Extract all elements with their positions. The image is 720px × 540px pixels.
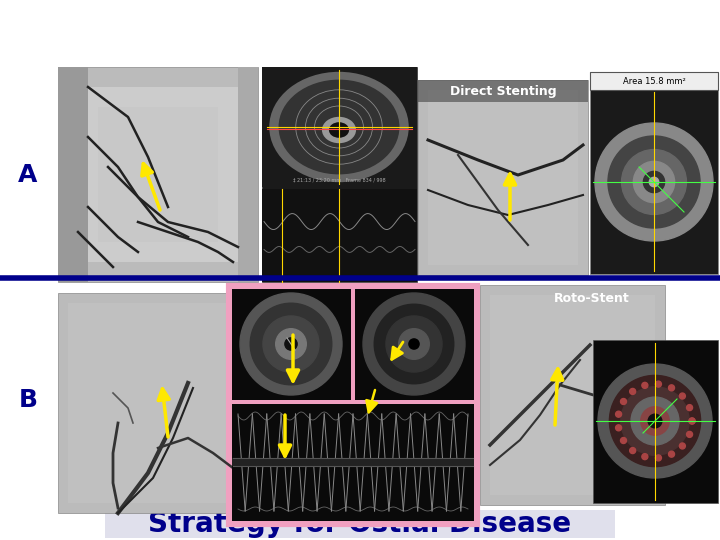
Circle shape — [263, 316, 319, 372]
Circle shape — [616, 425, 621, 431]
Bar — [238, 67, 258, 282]
Text: A: A — [18, 163, 37, 187]
Bar — [58, 293, 258, 513]
Bar — [262, 67, 417, 187]
Circle shape — [689, 418, 695, 424]
Circle shape — [598, 364, 712, 478]
Circle shape — [668, 385, 675, 391]
Circle shape — [409, 339, 419, 349]
Circle shape — [621, 399, 626, 404]
Circle shape — [616, 411, 621, 417]
Bar — [480, 285, 665, 505]
Circle shape — [285, 338, 297, 350]
Text: Area 15.8 mm²: Area 15.8 mm² — [623, 77, 685, 85]
Circle shape — [621, 437, 626, 443]
Bar — [58, 67, 88, 282]
Circle shape — [644, 171, 665, 193]
Ellipse shape — [279, 79, 400, 174]
Bar — [428, 90, 578, 265]
Bar — [228, 285, 478, 525]
Circle shape — [630, 448, 636, 454]
Circle shape — [687, 404, 693, 410]
Circle shape — [680, 393, 685, 399]
Ellipse shape — [269, 72, 409, 182]
Circle shape — [648, 414, 662, 428]
Circle shape — [595, 123, 713, 241]
Bar — [490, 295, 655, 495]
Bar — [418, 80, 588, 102]
Circle shape — [630, 388, 636, 394]
Circle shape — [621, 387, 689, 455]
Circle shape — [631, 397, 679, 445]
Bar — [262, 189, 417, 282]
Circle shape — [386, 316, 442, 372]
Bar — [232, 289, 351, 400]
Text: ‡ 21:13 / 23:20 mm   Frame 834 / 998: ‡ 21:13 / 23:20 mm Frame 834 / 998 — [293, 178, 385, 183]
Circle shape — [687, 431, 693, 437]
Circle shape — [680, 443, 685, 449]
Bar — [355, 289, 474, 400]
Circle shape — [655, 455, 662, 461]
Bar — [593, 340, 718, 503]
Text: Strategy for Ostial Disease: Strategy for Ostial Disease — [148, 510, 572, 538]
Circle shape — [655, 381, 662, 387]
Bar — [590, 72, 718, 90]
Circle shape — [240, 293, 342, 395]
Bar — [98, 107, 218, 242]
Circle shape — [251, 303, 332, 385]
Text: Roto-Stent: Roto-Stent — [554, 293, 630, 306]
Ellipse shape — [329, 122, 349, 138]
Circle shape — [399, 329, 429, 359]
Circle shape — [689, 418, 695, 424]
Circle shape — [363, 293, 465, 395]
Bar — [105, 510, 615, 538]
Circle shape — [621, 150, 686, 214]
Circle shape — [276, 329, 306, 359]
Circle shape — [641, 407, 670, 435]
Bar — [232, 458, 474, 466]
Bar — [590, 72, 718, 274]
Circle shape — [608, 136, 700, 228]
Bar — [78, 87, 238, 262]
Ellipse shape — [322, 117, 356, 143]
Text: B: B — [19, 388, 37, 412]
Circle shape — [374, 304, 454, 384]
Bar — [58, 67, 258, 282]
Circle shape — [668, 451, 675, 457]
Circle shape — [609, 375, 701, 467]
Circle shape — [642, 454, 648, 460]
Circle shape — [649, 177, 659, 187]
Text: Direct Stenting: Direct Stenting — [450, 84, 557, 98]
Bar — [418, 80, 588, 275]
Bar — [232, 404, 474, 521]
Circle shape — [634, 161, 675, 202]
Bar — [68, 303, 248, 503]
Circle shape — [642, 382, 648, 388]
Bar — [262, 67, 417, 282]
